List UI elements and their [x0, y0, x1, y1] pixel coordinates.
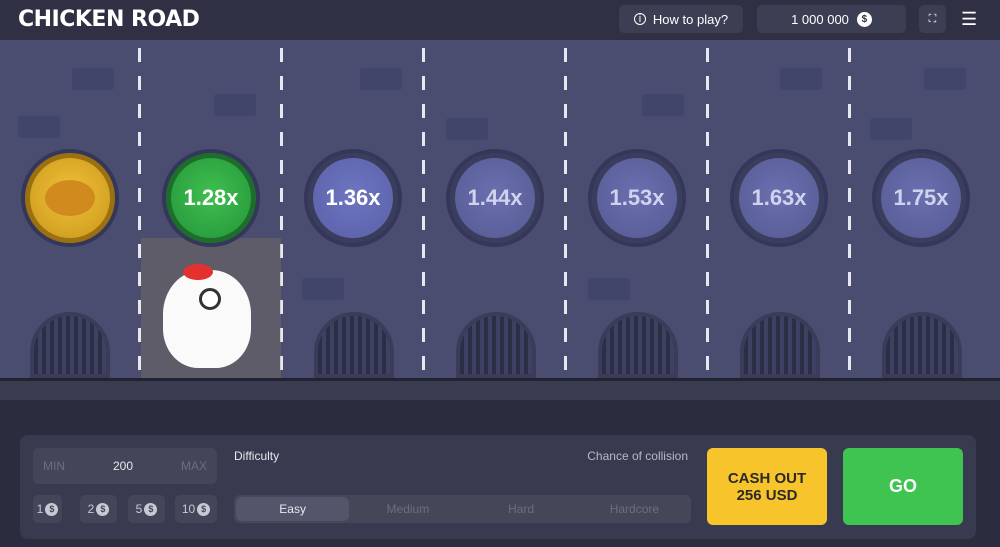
go-button[interactable]: GO	[843, 448, 963, 525]
bet-value[interactable]: 200	[112, 459, 133, 473]
difficulty-hardcore[interactable]: Hardcore	[609, 502, 660, 516]
difficulty-easy[interactable]: Easy	[236, 497, 350, 521]
control-panel: MIN 200 MAX 1 $ 2 $ 5 $ 10 $ Difficulty Chan…	[20, 435, 976, 539]
difficulty-medium[interactable]: Medium	[386, 502, 430, 516]
sidewalk	[0, 378, 1000, 400]
sewer-grate	[314, 312, 394, 378]
lane-coin-3: 1.44x	[450, 153, 540, 243]
quick-bet-5[interactable]: 5 $	[128, 495, 165, 523]
info-icon: i	[633, 13, 646, 25]
dollar-icon: $	[45, 502, 59, 516]
dollar-icon: $	[96, 502, 110, 516]
sewer-grate	[30, 312, 110, 378]
difficulty-selector: Easy Medium Hard Hardcore	[234, 495, 691, 523]
difficulty-hard[interactable]: Hard	[508, 502, 535, 516]
max-button[interactable]: MAX	[180, 459, 207, 473]
balance-display: 1 000 000 $	[757, 5, 906, 33]
lane-coin-2[interactable]: 1.36x	[308, 153, 398, 243]
header: CHICKEN ROAD i How to play? 1 000 000 $ ⛶ …	[0, 0, 1000, 40]
bet-input[interactable]: MIN 200 MAX	[33, 448, 217, 484]
menu-icon[interactable]: ☰	[961, 9, 978, 29]
lane-coin-5: 1.63x	[734, 153, 824, 243]
sewer-grate	[456, 312, 536, 378]
how-to-play-button[interactable]: i How to play?	[619, 5, 743, 33]
lane-coin-4: 1.53x	[592, 153, 682, 243]
cash-out-button[interactable]: CASH OUT 256 USD	[707, 448, 827, 525]
logo: CHICKEN ROAD	[18, 7, 200, 32]
dollar-icon: $	[144, 502, 158, 516]
sewer-grate	[882, 312, 962, 378]
road: 1.28x 1.36x 1.44x 1.53x 1.63x 1.75x	[0, 40, 1000, 378]
collision-chance-label: Chance of collision	[587, 449, 688, 463]
difficulty-label: Difficulty	[234, 449, 280, 463]
dollar-icon: $	[197, 502, 211, 516]
quick-bet-2[interactable]: 2 $	[80, 495, 117, 523]
chicken-player	[141, 238, 281, 378]
quick-bet-10[interactable]: 10 $	[175, 495, 217, 523]
min-button[interactable]: MIN	[43, 459, 65, 473]
dollar-icon: $	[856, 11, 872, 27]
lane-start-coin	[25, 153, 115, 243]
sewer-grate	[740, 312, 820, 378]
roasted-chicken-icon	[45, 180, 95, 216]
lane-coin-6: 1.75x	[876, 153, 966, 243]
lane-coin-1: 1.28x	[166, 153, 256, 243]
sewer-grate	[598, 312, 678, 378]
fullscreen-button[interactable]: ⛶	[919, 5, 946, 33]
quick-bet-1[interactable]: 1 $	[33, 495, 62, 523]
